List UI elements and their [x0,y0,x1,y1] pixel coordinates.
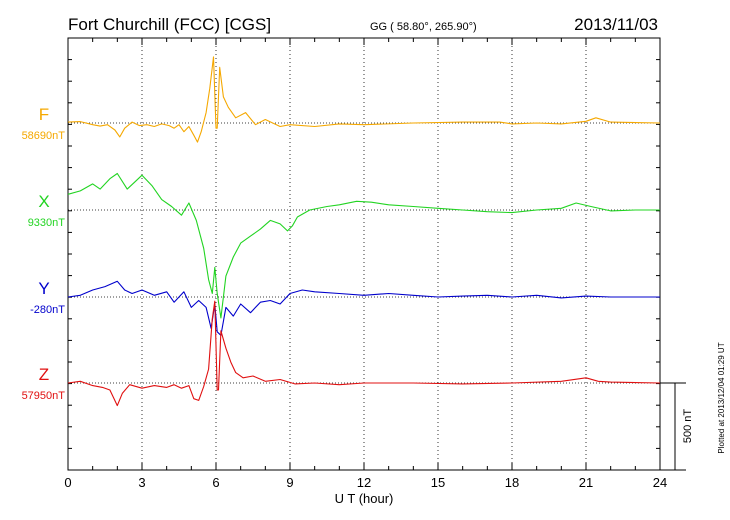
series-line-z [67,300,661,407]
grid-lines [141,38,587,470]
channel-baseline-f: 58690nT [22,130,66,142]
channel-baseline-z: 57950nT [22,390,66,402]
x-tick-label-12: 12 [357,475,371,490]
x-tick-labels: 0 3 6 9 12 15 18 21 24 [64,475,667,490]
series-group: F 58690nT X 9330nT Y -280nT Z 57950nT [22,56,661,407]
series-line-f [67,56,661,143]
date-label: 2013/11/03 [574,15,658,34]
x-tick-label-15: 15 [431,475,445,490]
channel-label-y: Y [38,279,49,298]
x-axis-label: U T (hour) [335,491,394,506]
x-tick-label-21: 21 [579,475,593,490]
station-title: Fort Churchill (FCC) [CGS] [68,15,271,34]
plotted-timestamp: Plotted at 2013/12/04 01:29 UT [717,342,726,453]
channel-label-z: Z [39,365,49,384]
x-tick-label-0: 0 [64,475,71,490]
x-tick-label-3: 3 [138,475,145,490]
x-tick-label-6: 6 [212,475,219,490]
scale-bar-label: 500 nT [682,409,694,444]
station-coords: GG ( 58.80°, 265.90°) [370,21,477,33]
channel-baseline-y: -280nT [30,304,65,316]
scale-bar: 500 nT [660,382,694,471]
series-line-x [67,172,660,319]
x-tick-label-9: 9 [286,475,293,490]
x-tick-label-18: 18 [505,475,519,490]
axis-ticks [67,38,661,470]
series-line-y [67,280,660,336]
channel-label-f: F [39,105,49,124]
channel-label-x: X [38,192,49,211]
channel-baseline-x: 9330nT [28,217,66,229]
x-tick-label-24: 24 [653,475,667,490]
